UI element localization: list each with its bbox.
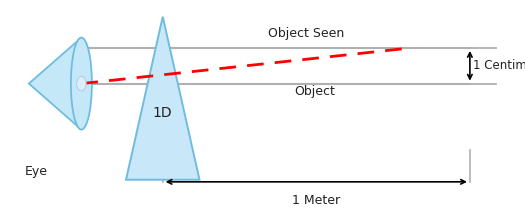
Text: 1 Meter: 1 Meter	[292, 194, 340, 207]
Text: Eye: Eye	[25, 165, 48, 178]
Ellipse shape	[77, 76, 86, 91]
Polygon shape	[126, 17, 200, 180]
Text: Object Seen: Object Seen	[268, 27, 344, 40]
Text: Object: Object	[294, 85, 335, 98]
Polygon shape	[29, 38, 81, 130]
Text: 1D: 1D	[153, 106, 173, 120]
Ellipse shape	[71, 38, 92, 130]
Text: 1 Centimeter: 1 Centimeter	[473, 59, 525, 72]
